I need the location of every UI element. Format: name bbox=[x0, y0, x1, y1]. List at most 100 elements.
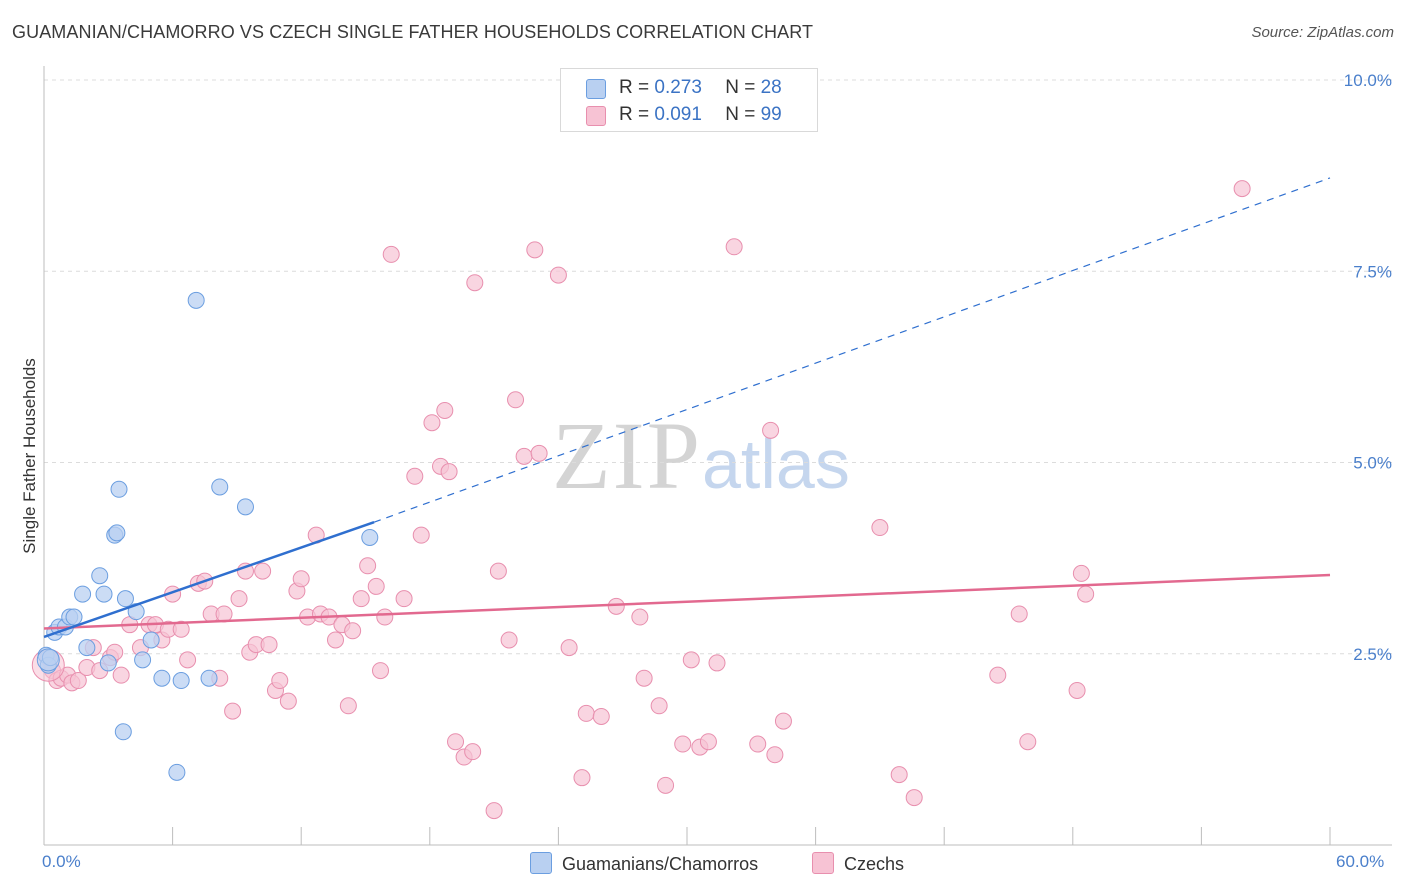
czechs-point bbox=[485, 802, 503, 820]
czechs-point bbox=[708, 654, 726, 672]
czechs-point bbox=[1068, 681, 1086, 699]
legend-row-guamanians: R = 0.273 N = 28 bbox=[586, 77, 782, 99]
czechs-point bbox=[530, 444, 548, 462]
czechs-trend-line bbox=[43, 573, 1331, 630]
czechs-point bbox=[271, 672, 289, 690]
czechs-point bbox=[489, 562, 507, 580]
guamanians-point bbox=[116, 590, 134, 608]
watermark-atlas: atlas bbox=[702, 425, 850, 503]
legend-swatch-pink bbox=[586, 106, 606, 126]
guamanians-point bbox=[114, 723, 132, 741]
guamanians-point bbox=[200, 669, 218, 687]
bottom-legend-guamanians: Guamanians/Chamorros bbox=[530, 852, 758, 875]
guamanians-point bbox=[108, 524, 126, 542]
guamanians-point bbox=[110, 480, 128, 498]
czechs-point bbox=[549, 266, 567, 284]
czechs-point bbox=[344, 622, 362, 640]
legend-r-label: R = bbox=[619, 77, 655, 98]
czechs-point bbox=[254, 562, 272, 580]
legend-n-label: N = bbox=[725, 77, 761, 98]
czechs-point bbox=[635, 669, 653, 687]
czechs-point bbox=[376, 608, 394, 626]
guamanians-point bbox=[99, 654, 117, 672]
czechs-point bbox=[352, 590, 370, 608]
legend-n-value: 28 bbox=[760, 77, 782, 98]
guamanians-point bbox=[168, 763, 186, 781]
czechs-point bbox=[526, 241, 544, 259]
czechs-point bbox=[1019, 733, 1037, 751]
guamanians-point bbox=[187, 291, 205, 309]
legend-n-label: N = bbox=[725, 104, 761, 125]
czechs-point bbox=[766, 746, 784, 764]
bottom-legend-label: Guamanians/Chamorros bbox=[562, 854, 759, 874]
czechs-points bbox=[31, 180, 1251, 820]
x-min-label: 0.0% bbox=[42, 852, 81, 871]
czechs-point bbox=[774, 712, 792, 730]
guamanians-point bbox=[74, 585, 92, 603]
guamanians-point bbox=[91, 567, 109, 585]
czechs-point bbox=[466, 274, 484, 292]
czechs-point bbox=[179, 651, 197, 669]
czechs-point bbox=[1077, 585, 1095, 603]
czechs-point bbox=[592, 707, 610, 725]
czechs-point bbox=[367, 577, 385, 595]
guamanians-point-cluster bbox=[36, 648, 60, 672]
czechs-point bbox=[224, 702, 242, 720]
bottom-swatch-blue bbox=[530, 852, 552, 874]
czechs-point bbox=[699, 733, 717, 751]
bottom-legend-label: Czechs bbox=[844, 854, 905, 874]
trend-lines bbox=[43, 177, 1331, 639]
czechs-point bbox=[112, 666, 130, 684]
legend-row-czechs: R = 0.091 N = 99 bbox=[586, 104, 782, 126]
czechs-point bbox=[657, 776, 675, 794]
bottom-legend-czechs: Czechs bbox=[812, 852, 904, 875]
legend-n-value: 99 bbox=[760, 104, 782, 125]
czechs-point bbox=[69, 672, 87, 690]
czechs-point bbox=[447, 733, 465, 751]
y-tick-label: 2.5% bbox=[1353, 645, 1392, 664]
czechs-point bbox=[292, 570, 310, 588]
czechs-point bbox=[230, 590, 248, 608]
czechs-point bbox=[395, 590, 413, 608]
y-tick-labels: 2.5% 5.0% 7.5% 10.0% bbox=[1344, 71, 1392, 664]
chart-title: GUAMANIAN/CHAMORRO VS CZECH SINGLE FATHE… bbox=[12, 22, 814, 42]
czechs-point bbox=[500, 631, 518, 649]
y-tick-label: 10.0% bbox=[1344, 71, 1392, 90]
czechs-point bbox=[682, 651, 700, 669]
axes bbox=[43, 66, 1392, 846]
czechs-point bbox=[762, 421, 780, 439]
stats-legend: R = 0.273 N = 28 R = 0.091 N = 99 bbox=[560, 68, 818, 132]
guamanians-points bbox=[36, 291, 379, 781]
czechs-point bbox=[631, 608, 649, 626]
guamanians-trend-extension bbox=[373, 177, 1331, 523]
guamanians-point bbox=[65, 608, 83, 626]
czechs-point bbox=[1233, 180, 1251, 198]
czechs-point bbox=[560, 639, 578, 657]
czechs-point bbox=[440, 463, 458, 481]
watermark: ZIPatlas bbox=[552, 400, 850, 511]
czechs-point bbox=[749, 735, 767, 753]
watermark-zip: ZIP bbox=[552, 402, 702, 509]
legend-r-label: R = bbox=[619, 104, 655, 125]
czechs-point bbox=[650, 697, 668, 715]
czechs-point bbox=[577, 704, 595, 722]
guamanians-point bbox=[236, 498, 254, 516]
guamanians-point bbox=[153, 669, 171, 687]
czechs-point bbox=[372, 662, 390, 680]
czechs-point bbox=[725, 238, 743, 256]
czechs-point bbox=[989, 666, 1007, 684]
czechs-point bbox=[1072, 564, 1090, 582]
czechs-point bbox=[382, 245, 400, 263]
czechs-point bbox=[871, 519, 889, 537]
czechs-point bbox=[412, 526, 430, 544]
czechs-point bbox=[573, 769, 591, 787]
czechs-point bbox=[436, 401, 454, 419]
czechs-point bbox=[326, 631, 344, 649]
czechs-point bbox=[423, 414, 441, 432]
czechs-point bbox=[1010, 605, 1028, 623]
x-max-label: 60.0% bbox=[1336, 852, 1385, 871]
czechs-point bbox=[260, 636, 278, 654]
legend-r-value: 0.273 bbox=[654, 77, 702, 98]
czechs-point bbox=[607, 597, 625, 615]
